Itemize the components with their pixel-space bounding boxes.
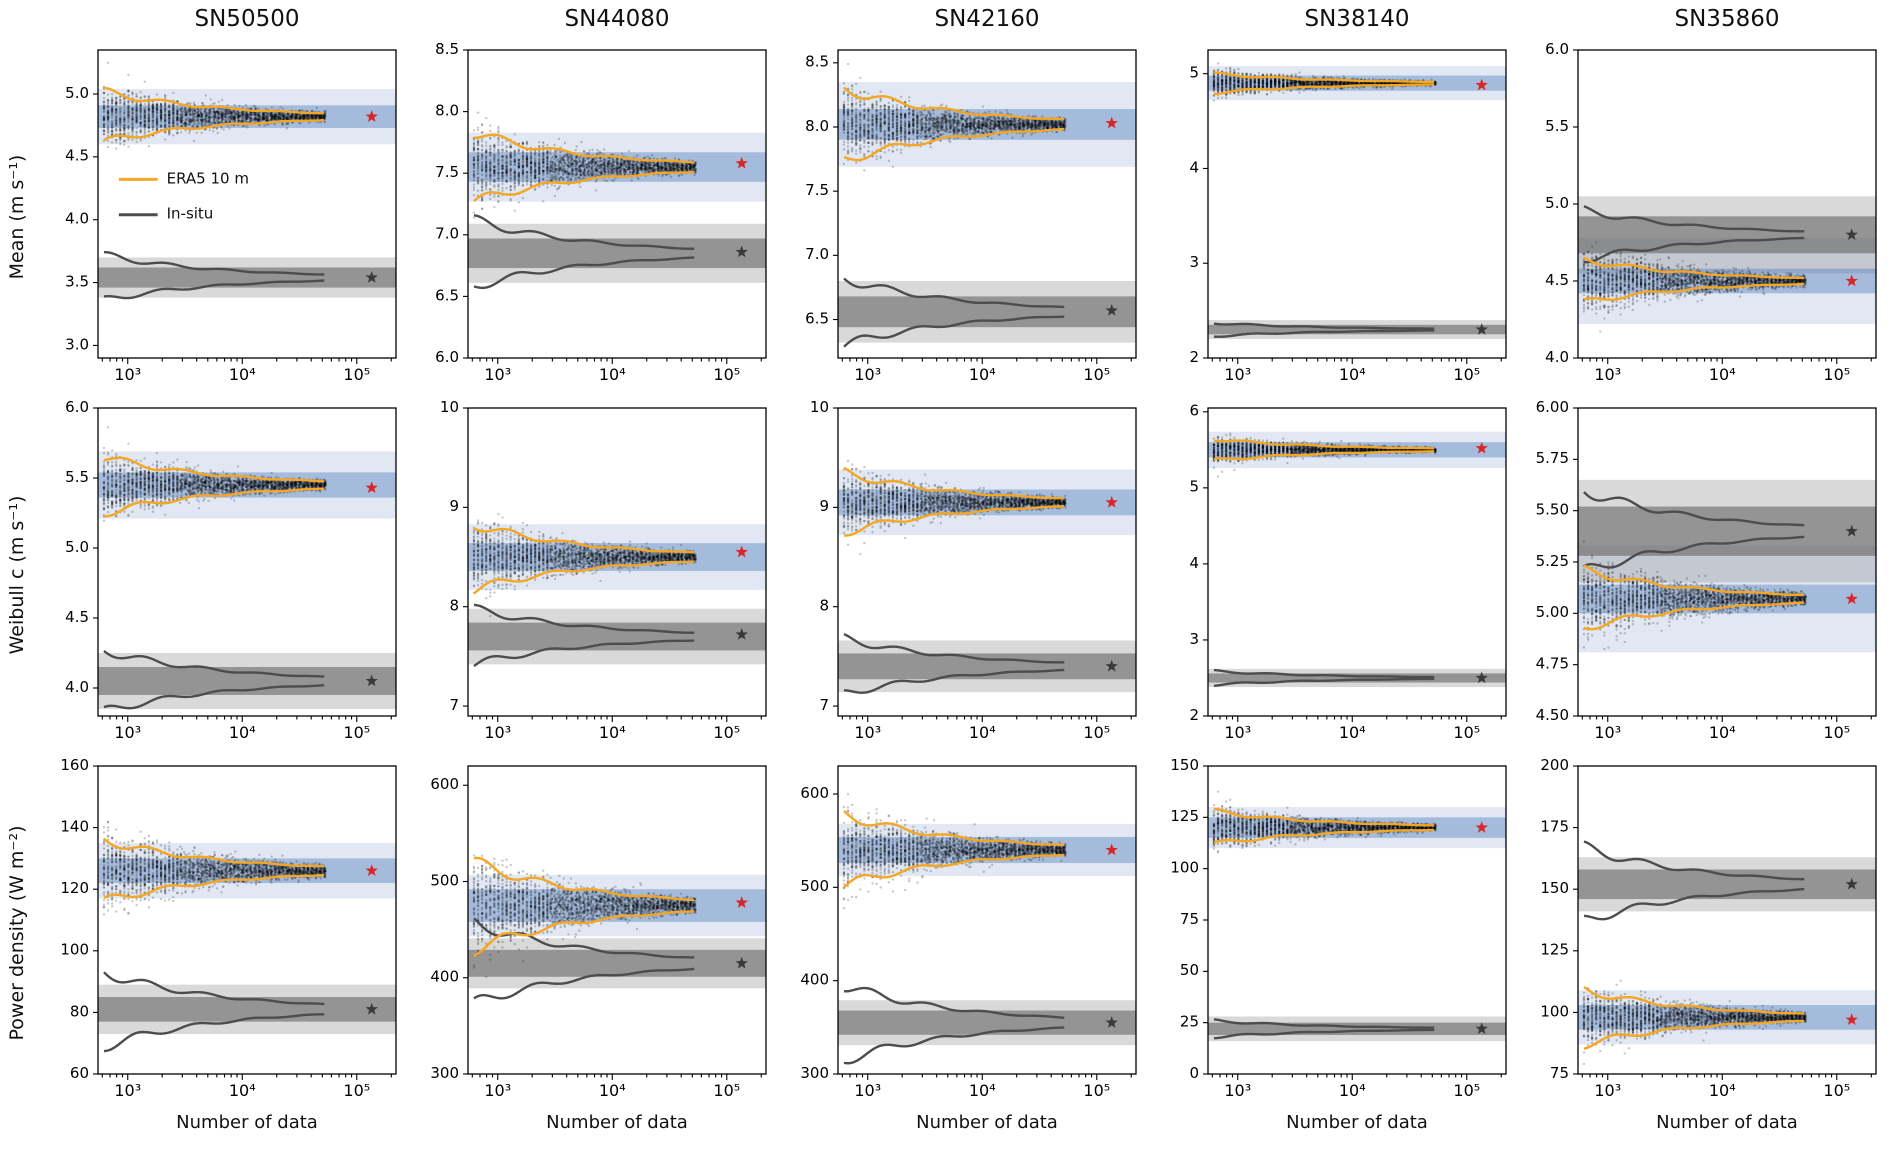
panel-sn50500-weibull-c: [46, 398, 408, 756]
panel-sn38140-power-density: [1156, 756, 1518, 1114]
column-title-2: SN42160: [934, 6, 1040, 32]
column-titles-row: SN50500 SN44080 SN42160 SN38140 SN35860: [42, 6, 1892, 32]
panel-sn44080-power-density: [416, 756, 778, 1114]
x-axis-label-0: Number of data: [176, 1112, 318, 1133]
x-axis-labels-row: Number of data Number of data Number of …: [42, 1112, 1892, 1133]
panel-sn44080-weibull-c: [416, 398, 778, 756]
row-label-power-density: Power density (W m⁻²): [6, 825, 28, 1041]
column-title-1: SN44080: [564, 6, 670, 32]
column-title-4: SN35860: [1674, 6, 1780, 32]
x-axis-label-2: Number of data: [916, 1112, 1058, 1133]
panel-sn42160-mean: [786, 40, 1148, 398]
panel-sn35860-mean: [1526, 40, 1888, 398]
panel-sn44080-mean: [416, 40, 778, 398]
panels-grid: [42, 40, 1892, 1114]
x-axis-label-3: Number of data: [1286, 1112, 1428, 1133]
panel-sn50500-power-density: [46, 756, 408, 1114]
panel-sn42160-weibull-c: [786, 398, 1148, 756]
column-title-3: SN38140: [1304, 6, 1410, 32]
panel-sn38140-mean: [1156, 40, 1518, 398]
panel-sn38140-weibull-c: [1156, 398, 1518, 756]
panel-sn35860-power-density: [1526, 756, 1888, 1114]
x-axis-label-1: Number of data: [546, 1112, 688, 1133]
panel-sn35860-weibull-c: [1526, 398, 1888, 756]
x-axis-label-4: Number of data: [1656, 1112, 1798, 1133]
panel-sn42160-power-density: [786, 756, 1148, 1114]
row-label-mean: Mean (m s⁻¹): [6, 154, 28, 280]
column-title-0: SN50500: [194, 6, 300, 32]
panel-sn50500-mean: [46, 40, 408, 398]
row-label-weibull-c: Weibull c (m s⁻¹): [6, 495, 28, 655]
